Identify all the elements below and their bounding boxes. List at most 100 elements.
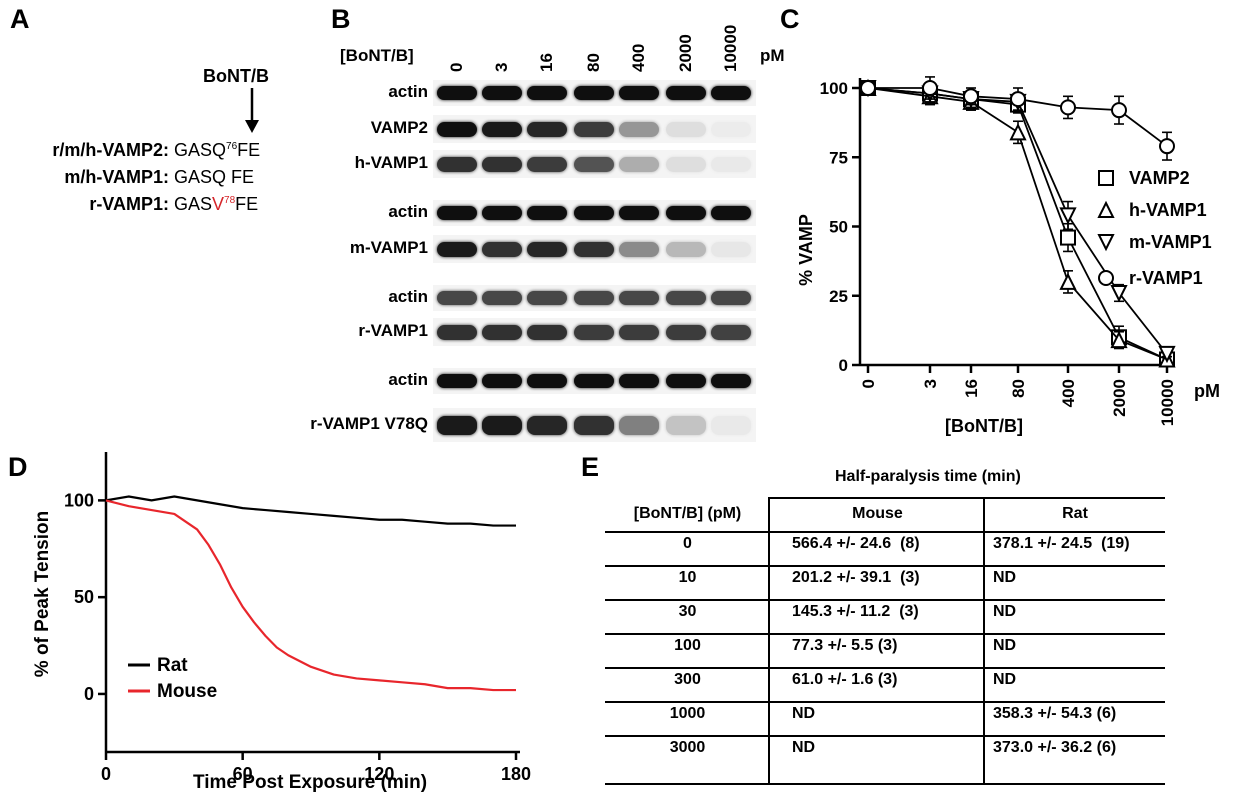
blot-band	[527, 121, 567, 137]
cleavage-arrow-icon	[245, 88, 259, 133]
legend-label: Rat	[157, 655, 188, 676]
blot-band	[666, 121, 706, 137]
data-point	[1060, 229, 1076, 246]
blot-band	[666, 86, 706, 100]
blot-band	[437, 415, 477, 435]
blot-strip	[433, 368, 756, 394]
blot-label: actin	[388, 370, 428, 389]
blot-band	[619, 121, 659, 137]
table-cell-conc: 300	[674, 671, 701, 688]
y-axis-label: % of Peak Tension	[32, 511, 53, 677]
panel-label-c: C	[780, 4, 800, 34]
table-cell-rat: 373.0 +/- 36.2 (6)	[993, 739, 1117, 756]
blot-band	[437, 241, 477, 257]
legend-marker	[1098, 270, 1114, 286]
blot-band	[574, 121, 614, 137]
blot-band	[527, 206, 567, 220]
seq-mutation: V	[212, 194, 225, 214]
y-tick-label: 100	[64, 490, 94, 510]
table-cell-conc: 30	[678, 603, 697, 620]
y-tick-label: 0	[839, 356, 848, 375]
table-rule	[605, 531, 1165, 533]
blot-band	[711, 156, 751, 172]
blot-band	[574, 156, 614, 172]
blot-label: r-VAMP1 V78Q	[310, 414, 428, 433]
seq-name: r-VAMP1:	[89, 194, 169, 214]
table-rule	[605, 565, 1165, 567]
lane-label: 80	[584, 53, 603, 72]
blot-strip	[433, 200, 756, 226]
blot-band	[619, 241, 659, 257]
table-header: Rat	[1062, 505, 1088, 522]
table-cell-conc: 10	[678, 569, 697, 586]
legend-label: h-VAMP1	[1129, 200, 1207, 220]
data-point	[963, 88, 979, 105]
blot-unit-label: pM	[760, 46, 785, 65]
blot-band	[619, 291, 659, 305]
blot-band	[482, 415, 522, 435]
x-tick-label: 16	[962, 379, 981, 398]
data-point	[1059, 272, 1077, 290]
data-point	[1009, 123, 1027, 141]
blot-label: actin	[388, 202, 428, 221]
seq-post: FE	[235, 194, 259, 214]
legend-marker	[1098, 170, 1114, 186]
table-rule	[605, 783, 1165, 785]
x-tick-label: 2000	[1110, 379, 1129, 417]
data-point	[1110, 330, 1128, 349]
legend-marker	[1097, 200, 1115, 218]
blot-band	[711, 206, 751, 220]
blot-band	[437, 121, 477, 137]
blot-band	[482, 324, 522, 340]
cleavage-toxin-label: BoNT/B	[203, 66, 269, 86]
table-cell-rat: ND	[993, 569, 1017, 586]
table-cell-mouse: 145.3 +/- 11.2 (3)	[792, 603, 919, 620]
x-unit-label: pM	[1194, 381, 1220, 401]
blot-band	[527, 156, 567, 172]
data-point	[1159, 138, 1175, 155]
panel-label-d: D	[8, 452, 28, 482]
legend-label: Mouse	[157, 681, 217, 702]
table-cell-conc: 1000	[669, 705, 706, 722]
data-point	[922, 80, 938, 96]
blot-band	[711, 86, 751, 100]
table-cell-rat: ND	[993, 637, 1017, 654]
seq-name: m/h-VAMP1:	[64, 167, 169, 187]
series-line-Mouse	[105, 499, 516, 692]
blot-band	[711, 241, 751, 257]
legend-label: m-VAMP1	[1129, 232, 1212, 252]
x-tick-label: 60	[233, 764, 253, 784]
blot-band	[619, 374, 659, 388]
table-cell-rat: 358.3 +/- 54.3 (6)	[993, 705, 1117, 722]
x-tick-label: 80	[1009, 379, 1028, 398]
blot-band	[527, 415, 567, 435]
seq-name: r/m/h-VAMP2:	[52, 140, 169, 160]
blot-band	[574, 291, 614, 305]
y-tick-label: 100	[820, 79, 848, 98]
blot-band	[437, 374, 477, 388]
series-h-VAMP1	[859, 78, 1176, 368]
blot-band	[666, 156, 706, 172]
chart-d-peak-tension: 0 50 100 0 60 120 180 Time Post Exposure (min)%…	[32, 452, 531, 793]
blot-band	[574, 241, 614, 257]
data-point	[1060, 99, 1076, 116]
x-tick-label: 10000	[1158, 379, 1177, 426]
seq-row-vamp1: m/h-VAMP1: GASQ FE	[6, 167, 296, 188]
panel-label-b: B	[331, 4, 351, 34]
blot-strip	[433, 80, 756, 106]
table-rule	[770, 497, 1165, 499]
data-point	[1010, 91, 1026, 108]
data-point	[1158, 345, 1176, 364]
x-tick-label: 120	[364, 764, 394, 784]
table-cell-conc: 3000	[669, 739, 706, 756]
blot-strip	[433, 235, 756, 263]
blot-band	[482, 86, 522, 100]
blot-band	[619, 206, 659, 220]
blot-band	[619, 156, 659, 172]
table-rule	[605, 701, 1165, 703]
data-point	[1110, 284, 1128, 303]
blot-label: actin	[388, 287, 428, 306]
series-line-Rat	[105, 495, 516, 527]
x-axis-label: Time Post Exposure (min)	[193, 772, 427, 793]
blot-band	[619, 415, 659, 435]
